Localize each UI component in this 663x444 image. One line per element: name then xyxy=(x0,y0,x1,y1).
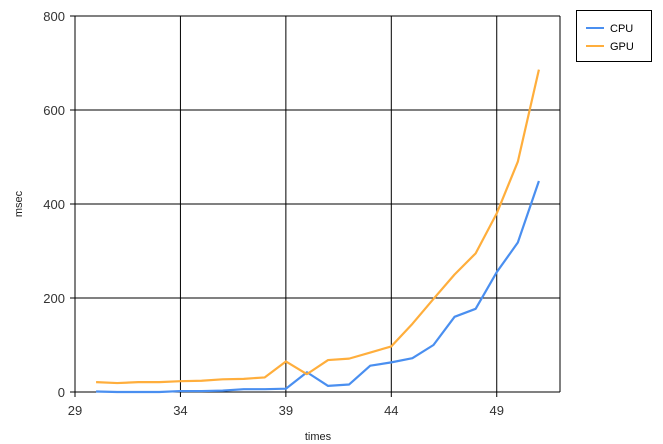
x-tick-label: 44 xyxy=(384,403,398,418)
x-tick-label: 29 xyxy=(68,403,82,418)
legend-box xyxy=(576,10,652,62)
legend-label-gpu: GPU xyxy=(610,41,634,53)
series-line-cpu xyxy=(96,180,540,394)
legend-label-cpu: CPU xyxy=(610,23,633,35)
x-axis-label: times xyxy=(305,431,332,443)
y-tick-label: 0 xyxy=(58,385,65,400)
x-tick-label: 39 xyxy=(279,403,293,418)
y-tick-label: 200 xyxy=(43,291,65,306)
x-tick-label: 34 xyxy=(173,403,187,418)
y-tick-label: 800 xyxy=(43,9,65,24)
x-tick-label: 49 xyxy=(490,403,504,418)
y-axis-label: msec xyxy=(13,190,25,217)
y-tick-label: 400 xyxy=(43,197,65,212)
series-line-gpu xyxy=(96,69,540,385)
y-tick-label: 600 xyxy=(43,103,65,118)
